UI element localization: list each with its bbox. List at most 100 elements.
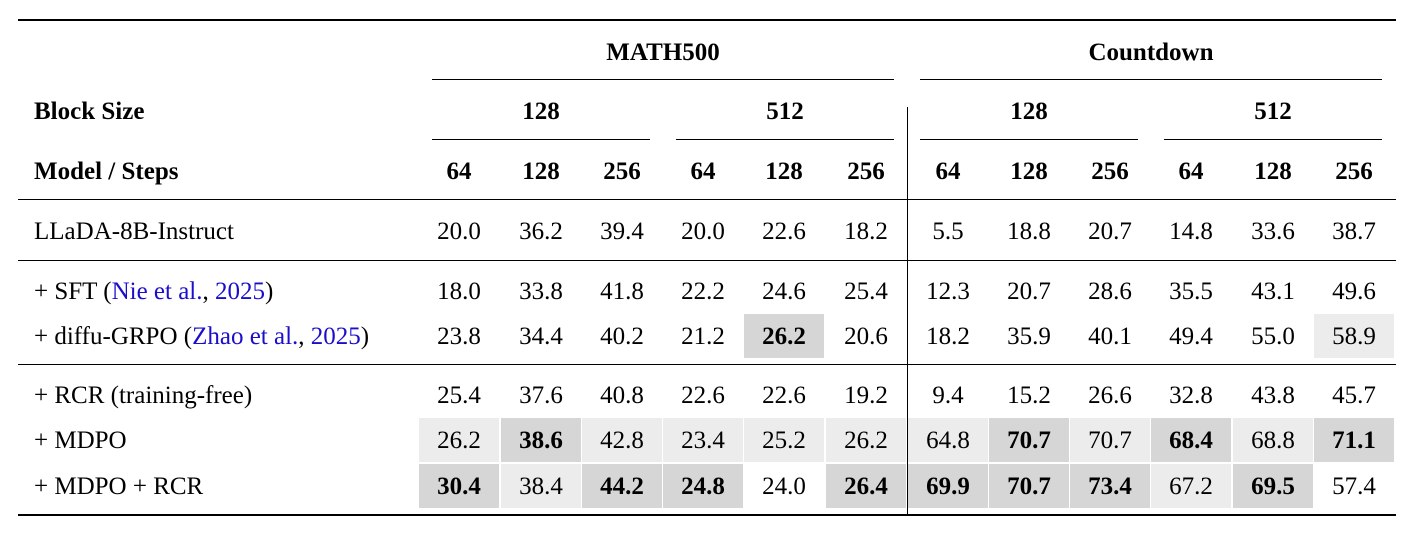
table-cell: 68.4 bbox=[1169, 427, 1213, 454]
table-cell: 64.8 bbox=[926, 427, 970, 454]
table-cell: 22.6 bbox=[762, 218, 806, 245]
table-cell: 19.2 bbox=[844, 382, 888, 409]
row-label: + MDPO bbox=[34, 426, 127, 456]
steps-header-cell: 256 bbox=[1091, 158, 1129, 185]
group-divider bbox=[907, 107, 908, 515]
table-cell: 26.2 bbox=[762, 323, 806, 350]
table-cell: 70.7 bbox=[1007, 473, 1051, 500]
group-header-countdown: Countdown bbox=[1088, 39, 1214, 66]
table-cell: 24.6 bbox=[762, 278, 806, 305]
table-cell: 26.4 bbox=[844, 473, 888, 500]
block-size-header-1: 128 bbox=[522, 98, 560, 125]
table-cell: 67.2 bbox=[1169, 473, 1213, 500]
table-cell: 42.8 bbox=[600, 427, 644, 454]
row-label-text: , bbox=[202, 278, 215, 305]
steps-header-cell: 128 bbox=[1254, 158, 1292, 185]
cell-highlight bbox=[663, 418, 743, 462]
table-cell: 28.6 bbox=[1088, 278, 1132, 305]
cell-highlight bbox=[1314, 314, 1394, 358]
table-cell: 20.7 bbox=[1007, 278, 1051, 305]
blocksize-cmidrule-4 bbox=[1164, 139, 1382, 140]
row-label-text: ) bbox=[360, 323, 370, 350]
table-cell: 43.8 bbox=[1251, 382, 1295, 409]
cell-highlight bbox=[826, 464, 906, 508]
model-steps-label: Model / Steps bbox=[34, 158, 179, 185]
steps-header-cell: 64 bbox=[935, 158, 961, 185]
countdown-cmidrule bbox=[920, 79, 1382, 80]
cell-highlight bbox=[1233, 418, 1313, 462]
cell-highlight bbox=[989, 418, 1069, 462]
math500-cmidrule bbox=[432, 79, 894, 80]
steps-header-cell: 128 bbox=[1010, 158, 1048, 185]
table-cell: 41.8 bbox=[600, 278, 644, 305]
table-cell: 38.4 bbox=[519, 473, 563, 500]
table-cell: 37.6 bbox=[519, 382, 563, 409]
blocksize-cmidrule-3 bbox=[920, 139, 1138, 140]
table-cell: 14.8 bbox=[1169, 218, 1213, 245]
steps-header-cell: 64 bbox=[446, 158, 472, 185]
table-cell: 12.3 bbox=[926, 278, 970, 305]
cell-highlight bbox=[1233, 464, 1313, 508]
table-cell: 35.5 bbox=[1169, 278, 1213, 305]
table-cell: 20.0 bbox=[437, 218, 481, 245]
table-cell: 55.0 bbox=[1251, 323, 1295, 350]
block-size-header-3: 128 bbox=[1010, 98, 1048, 125]
table-cell: 58.9 bbox=[1332, 323, 1376, 350]
citation-link[interactable]: 2025 bbox=[310, 323, 361, 350]
group-header-math500: MATH500 bbox=[606, 39, 720, 66]
cell-highlight bbox=[582, 418, 662, 462]
cell-highlight bbox=[826, 418, 906, 462]
table-cell: 49.4 bbox=[1169, 323, 1213, 350]
citation-link[interactable]: Nie et al. bbox=[111, 278, 203, 305]
cell-highlight bbox=[744, 418, 824, 462]
table-cell: 5.5 bbox=[932, 218, 964, 245]
table-cell: 73.4 bbox=[1088, 473, 1132, 500]
table-cell: 22.2 bbox=[681, 278, 725, 305]
citation-link[interactable]: 2025 bbox=[215, 278, 265, 305]
row-label-text: LLaDA-8B-Instruct bbox=[34, 218, 234, 245]
table-cell: 35.9 bbox=[1007, 323, 1051, 350]
table-cell: 26.2 bbox=[844, 427, 888, 454]
table-cell: 43.1 bbox=[1251, 278, 1295, 305]
table-cell: 25.4 bbox=[844, 278, 888, 305]
table-cell: 18.8 bbox=[1007, 218, 1051, 245]
table-cell: 9.4 bbox=[932, 382, 964, 409]
cell-highlight bbox=[501, 464, 581, 508]
row-label-text: , bbox=[298, 323, 311, 350]
table-cell: 23.4 bbox=[681, 427, 725, 454]
steps-header-cell: 256 bbox=[603, 158, 641, 185]
top-rule bbox=[18, 19, 1396, 21]
table-cell: 38.6 bbox=[519, 427, 563, 454]
table-cell: 34.4 bbox=[519, 323, 563, 350]
table-cell: 39.4 bbox=[600, 218, 644, 245]
row-label-text: + MDPO bbox=[34, 427, 127, 454]
table-cell: 33.6 bbox=[1251, 218, 1295, 245]
table-cell: 22.6 bbox=[681, 382, 725, 409]
blocksize-cmidrule-2 bbox=[676, 139, 894, 140]
row-label-text: ) bbox=[265, 278, 274, 305]
steps-header-cell: 64 bbox=[1178, 158, 1204, 185]
block-size-header-4: 512 bbox=[1254, 98, 1292, 125]
table-cell: 45.7 bbox=[1332, 382, 1376, 409]
table-cell: 40.1 bbox=[1088, 323, 1132, 350]
cell-highlight bbox=[1070, 418, 1150, 462]
cell-highlight bbox=[1314, 418, 1394, 462]
blocksize-cmidrule-1 bbox=[432, 139, 650, 140]
row-label-text: + diffu-GRPO ( bbox=[34, 323, 193, 350]
citation-link[interactable]: Zhao et al. bbox=[192, 323, 299, 350]
row-label-text: + RCR (training-free) bbox=[34, 382, 253, 409]
table-cell: 44.2 bbox=[600, 473, 644, 500]
bottom-rule bbox=[18, 514, 1396, 516]
cell-highlight bbox=[1070, 464, 1150, 508]
section-rule-1 bbox=[18, 260, 1396, 261]
table-cell: 40.2 bbox=[600, 323, 644, 350]
table-cell: 33.8 bbox=[519, 278, 563, 305]
cell-highlight bbox=[744, 314, 824, 358]
table-cell: 25.4 bbox=[437, 382, 481, 409]
table-cell: 24.8 bbox=[681, 473, 725, 500]
table-cell: 70.7 bbox=[1007, 427, 1051, 454]
table-cell: 21.2 bbox=[681, 323, 725, 350]
table-cell: 57.4 bbox=[1332, 473, 1376, 500]
steps-header-cell: 128 bbox=[765, 158, 803, 185]
table-cell: 26.2 bbox=[437, 427, 481, 454]
